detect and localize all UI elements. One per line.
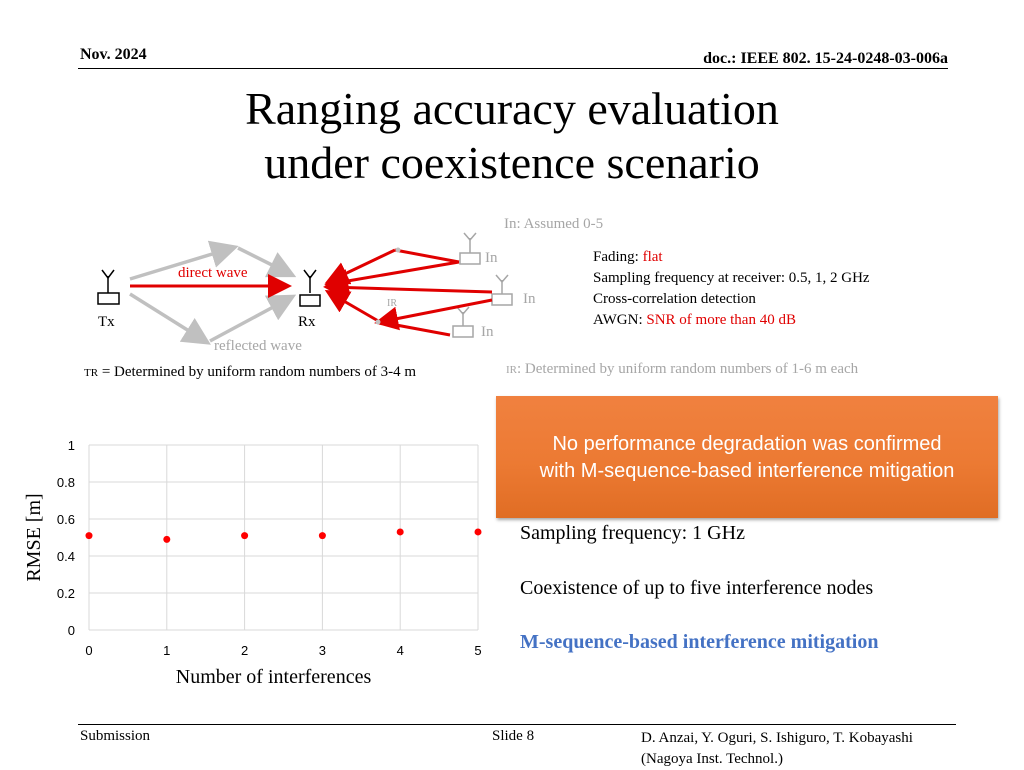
in-assumed-text: : Assumed 0-5 — [516, 216, 604, 232]
x-tick-label: 4 — [397, 643, 404, 658]
y-tick-label: 0.6 — [57, 512, 75, 527]
header-rule — [78, 68, 948, 69]
interferer-label: In — [481, 324, 494, 340]
propagation-diagram — [97, 232, 513, 345]
result-banner: No performance degradation was confirmed… — [496, 396, 998, 518]
y-tick-label: 0.4 — [57, 549, 75, 564]
y-tick-label: 0.2 — [57, 586, 75, 601]
ir-text: : Determined by uniform random numbers o… — [517, 361, 859, 377]
data-point — [318, 532, 326, 540]
y-tick-label: 1 — [68, 438, 75, 453]
interferer-label: In — [485, 250, 498, 266]
sampling-condition: Sampling frequency at receiver: 0.5, 1, … — [593, 270, 870, 286]
data-point — [396, 528, 404, 536]
footer-authors: D. Anzai, Y. Oguri, S. Ishiguro, T. Koba… — [641, 728, 913, 770]
title-line-1: Ranging accuracy evaluation — [245, 83, 779, 134]
reflected-wave-arrows — [129, 240, 297, 345]
slide-title: Ranging accuracy evaluation under coexis… — [0, 82, 1024, 190]
authors-line-2: (Nagoya Inst. Technol.) — [641, 751, 783, 767]
reflection-point — [375, 319, 381, 325]
interferer-antenna-icon — [452, 306, 474, 338]
banner-line-1: No performance degradation was confirmed — [552, 433, 942, 455]
ir-diagram-label: IR — [387, 298, 397, 309]
reflection-point — [395, 247, 401, 253]
x-tick-label: 3 — [319, 643, 326, 658]
x-tick-label: 1 — [163, 643, 170, 658]
tr-symbol: TR — [84, 367, 99, 379]
footer-slide-number: Slide 8 — [492, 728, 535, 744]
rx-antenna-icon — [299, 269, 321, 307]
interferer-antenna-icon — [491, 274, 513, 306]
header-date: Nov. 2024 — [80, 46, 147, 63]
x-axis-label: Number of interferences — [176, 666, 372, 688]
data-point — [474, 528, 482, 536]
rmse-chart: 0 0.2 0.4 0.6 0.8 1 0 1 2 3 4 5 Number of interferen… — [23, 438, 482, 688]
tx-label: Tx — [98, 314, 115, 330]
header-doc-id: doc.: IEEE 802. 15-24-0248-03-006a — [703, 50, 948, 67]
fading-value: flat — [642, 249, 663, 265]
reflected-wave-label: reflected wave — [214, 338, 302, 354]
tr-definition: TR = Determined by uniform random number… — [84, 364, 416, 381]
title-line-2: under coexistence scenario — [264, 137, 760, 188]
awgn-value: SNR of more than 40 dB — [646, 312, 796, 328]
interferer-count-note: In: Assumed 0-5 — [504, 216, 603, 233]
y-tick-label: 0 — [68, 623, 75, 638]
detection-condition: Cross-correlation detection — [593, 291, 756, 307]
footer-rule — [78, 724, 956, 725]
interference-arrows — [323, 248, 493, 337]
data-point — [85, 532, 93, 540]
y-tick-label: 0.8 — [57, 475, 75, 490]
banner-line-2: with M-sequence-based interference mitig… — [539, 460, 955, 482]
ir-symbol: IR — [506, 364, 517, 376]
fading-label: Fading: — [593, 249, 643, 265]
fading-condition: Fading: flat — [593, 247, 870, 268]
note-mitigation: M-sequence-based interference mitigation — [520, 631, 879, 653]
in-prefix: In — [504, 216, 517, 232]
y-axis-label: RMSE [m] — [23, 493, 45, 581]
tx-antenna-icon — [97, 269, 120, 305]
interferer-label: In — [523, 291, 536, 307]
data-point — [163, 535, 171, 543]
data-point — [241, 532, 249, 540]
note-coexistence: Coexistence of up to five interference n… — [520, 577, 874, 599]
x-tick-label: 2 — [241, 643, 248, 658]
awgn-condition: AWGN: SNR of more than 40 dB — [593, 310, 870, 331]
footer-submission: Submission — [80, 728, 151, 744]
interferer-antenna-icon — [459, 232, 481, 265]
ir-definition: IR: Determined by uniform random numbers… — [506, 361, 858, 378]
tr-text: = Determined by uniform random numbers o… — [98, 364, 417, 380]
x-tick-label: 0 — [85, 643, 92, 658]
x-tick-label: 5 — [474, 643, 481, 658]
authors-line-1: D. Anzai, Y. Oguri, S. Ishiguro, T. Koba… — [641, 730, 913, 746]
awgn-label: AWGN: — [593, 312, 647, 328]
direct-wave-label: direct wave — [178, 265, 248, 281]
simulation-conditions: Fading: flat Sampling frequency at recei… — [593, 247, 870, 331]
rx-label: Rx — [298, 314, 316, 330]
note-sampling: Sampling frequency: 1 GHz — [520, 522, 745, 544]
